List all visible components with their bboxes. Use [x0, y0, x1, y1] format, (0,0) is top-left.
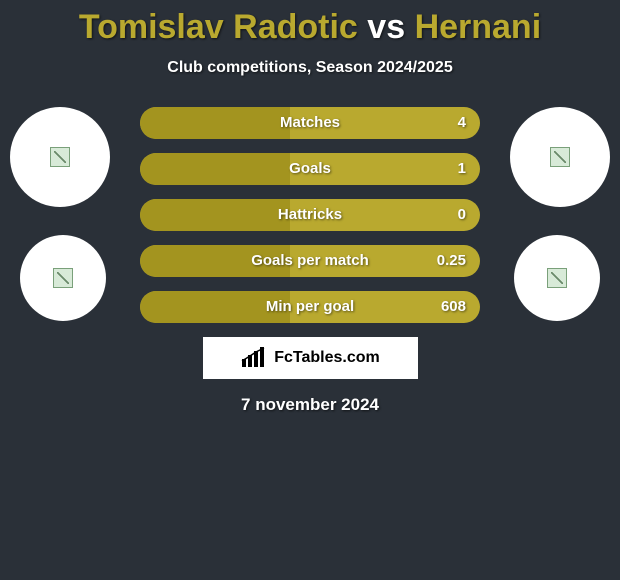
stat-label: Min per goal	[140, 291, 480, 323]
stat-label: Matches	[140, 107, 480, 139]
broken-image-icon	[50, 147, 70, 167]
player2-avatar-top	[510, 107, 610, 207]
stat-value-right: 0.25	[437, 245, 466, 277]
stat-rows: Matches 4 Goals 1 Hattricks 0 Goals per …	[140, 107, 480, 323]
broken-image-icon	[550, 147, 570, 167]
stat-value-right: 608	[441, 291, 466, 323]
snapshot-date: 7 november 2024	[0, 395, 620, 415]
player1-avatar-bottom	[20, 235, 106, 321]
stats-content: Matches 4 Goals 1 Hattricks 0 Goals per …	[0, 107, 620, 415]
stat-label: Goals	[140, 153, 480, 185]
stat-value-right: 4	[458, 107, 466, 139]
player1-avatar-top	[10, 107, 110, 207]
broken-image-icon	[547, 268, 567, 288]
broken-image-icon	[53, 268, 73, 288]
stat-label: Goals per match	[140, 245, 480, 277]
comparison-title: Tomislav Radotic vs Hernani	[0, 0, 620, 47]
player2-name: Hernani	[415, 8, 542, 46]
player2-avatar-bottom	[514, 235, 600, 321]
bar-chart-icon	[240, 347, 268, 369]
stat-value-right: 0	[458, 199, 466, 231]
stat-value-right: 1	[458, 153, 466, 185]
stat-row-hattricks: Hattricks 0	[140, 199, 480, 231]
stat-label: Hattricks	[140, 199, 480, 231]
vs-separator: vs	[367, 8, 405, 46]
stat-row-matches: Matches 4	[140, 107, 480, 139]
subtitle: Club competitions, Season 2024/2025	[0, 59, 620, 77]
brand-text: FcTables.com	[274, 349, 380, 367]
stat-row-goals: Goals 1	[140, 153, 480, 185]
stat-row-min-per-goal: Min per goal 608	[140, 291, 480, 323]
player1-name: Tomislav Radotic	[79, 8, 358, 46]
brand-badge: FcTables.com	[203, 337, 418, 379]
stat-row-goals-per-match: Goals per match 0.25	[140, 245, 480, 277]
